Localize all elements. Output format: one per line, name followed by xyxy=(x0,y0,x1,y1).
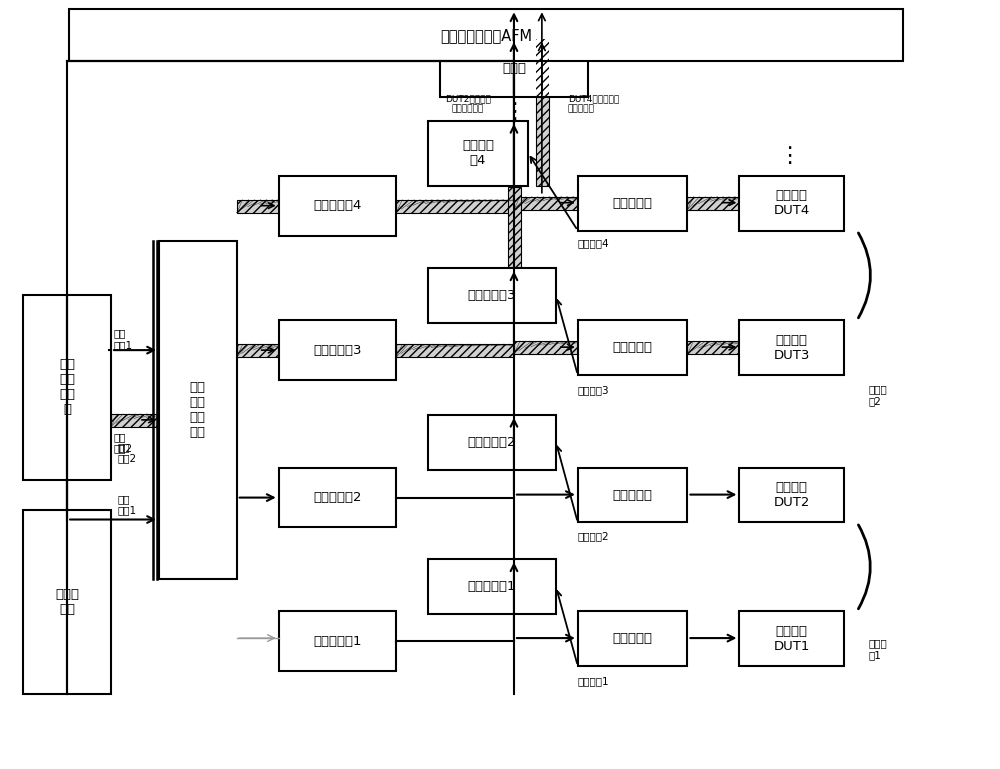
Bar xyxy=(536,39,549,186)
Bar xyxy=(578,611,687,666)
Text: DUT2失效的比
特的地址数据: DUT2失效的比 特的地址数据 xyxy=(445,95,491,114)
Bar xyxy=(739,611,844,666)
Text: 数字比较器2: 数字比较器2 xyxy=(468,436,516,449)
Text: 测试通道4: 测试通道4 xyxy=(578,238,609,248)
Text: 同侧接
触2: 同侧接 触2 xyxy=(869,384,888,406)
Bar xyxy=(440,39,588,97)
Bar xyxy=(508,187,521,268)
Text: 被测芯片
DUT1: 被测芯片 DUT1 xyxy=(774,624,810,653)
Text: 测试通道1: 测试通道1 xyxy=(578,676,609,686)
Bar xyxy=(514,341,578,354)
Bar xyxy=(396,200,514,212)
Text: 被测芯片
DUT3: 被测芯片 DUT3 xyxy=(774,334,810,361)
Bar xyxy=(279,611,396,671)
Text: 数字比较
器4: 数字比较 器4 xyxy=(462,139,494,168)
Text: 时序发
生器: 时序发 生器 xyxy=(55,588,79,616)
Bar xyxy=(69,9,903,62)
Bar xyxy=(687,341,739,354)
Bar xyxy=(237,200,279,212)
Bar xyxy=(687,341,739,354)
Text: 管脚连接器: 管脚连接器 xyxy=(613,632,653,645)
Bar xyxy=(23,295,111,480)
Bar xyxy=(428,121,528,186)
Bar xyxy=(237,200,279,212)
Bar xyxy=(396,345,514,357)
Bar xyxy=(578,176,687,231)
Bar xyxy=(396,200,514,212)
Bar xyxy=(514,197,578,210)
Text: 管脚连接器: 管脚连接器 xyxy=(613,488,653,501)
Bar xyxy=(237,345,279,357)
Bar xyxy=(536,39,549,186)
Text: ⋮: ⋮ xyxy=(503,102,525,122)
Bar xyxy=(578,320,687,375)
Bar xyxy=(159,241,237,579)
Text: 测试通道2: 测试通道2 xyxy=(578,531,609,541)
Text: 管脚连接器: 管脚连接器 xyxy=(613,197,653,210)
Text: 波形控制器2: 波形控制器2 xyxy=(313,491,362,504)
Bar xyxy=(237,345,279,357)
Text: 算法
向量
发生
器: 算法 向量 发生 器 xyxy=(59,358,75,417)
Text: 管脚连接器: 管脚连接器 xyxy=(613,341,653,355)
Bar xyxy=(279,468,396,528)
Text: ⋮: ⋮ xyxy=(778,146,800,166)
Bar xyxy=(514,341,578,354)
Text: DUT4失效的比特
的地址数据: DUT4失效的比特 的地址数据 xyxy=(568,95,619,114)
Bar xyxy=(687,197,739,210)
Bar xyxy=(23,510,111,694)
Bar xyxy=(508,187,521,268)
Bar xyxy=(428,559,556,614)
Text: 测试通道3: 测试通道3 xyxy=(578,385,609,395)
Bar xyxy=(578,468,687,522)
Text: 同侧接
触1: 同侧接 触1 xyxy=(869,638,888,660)
Text: 波形控制器1: 波形控制器1 xyxy=(313,634,362,647)
Text: 失效地址存储器AFM: 失效地址存储器AFM xyxy=(440,28,532,43)
Text: 波形控制器3: 波形控制器3 xyxy=(313,344,362,357)
Text: 被测芯片
DUT2: 被测芯片 DUT2 xyxy=(774,481,810,509)
Bar xyxy=(739,468,844,522)
Text: 被测芯片
DUT4: 被测芯片 DUT4 xyxy=(774,189,810,217)
Text: 波形控制器4: 波形控制器4 xyxy=(313,199,362,212)
Text: 测试
向量2: 测试 向量2 xyxy=(113,432,132,454)
Text: 触发器: 触发器 xyxy=(502,62,526,75)
Bar xyxy=(279,320,396,380)
Bar xyxy=(111,414,159,427)
Bar xyxy=(687,197,739,210)
Text: 数字比较器1: 数字比较器1 xyxy=(468,581,516,593)
Text: 测试
向量1: 测试 向量1 xyxy=(113,328,132,350)
Bar xyxy=(428,415,556,470)
Bar xyxy=(428,268,556,323)
Text: 可编
程数
据选
择器: 可编 程数 据选 择器 xyxy=(190,381,206,439)
Bar xyxy=(111,414,159,427)
Bar xyxy=(279,176,396,235)
Bar xyxy=(396,345,514,357)
Text: 测试
向量2: 测试 向量2 xyxy=(117,442,136,464)
Bar xyxy=(739,176,844,231)
Text: 测试
向量1: 测试 向量1 xyxy=(117,494,136,515)
Bar xyxy=(739,320,844,375)
Bar xyxy=(514,197,578,210)
Text: 数字比较器3: 数字比较器3 xyxy=(468,289,516,302)
